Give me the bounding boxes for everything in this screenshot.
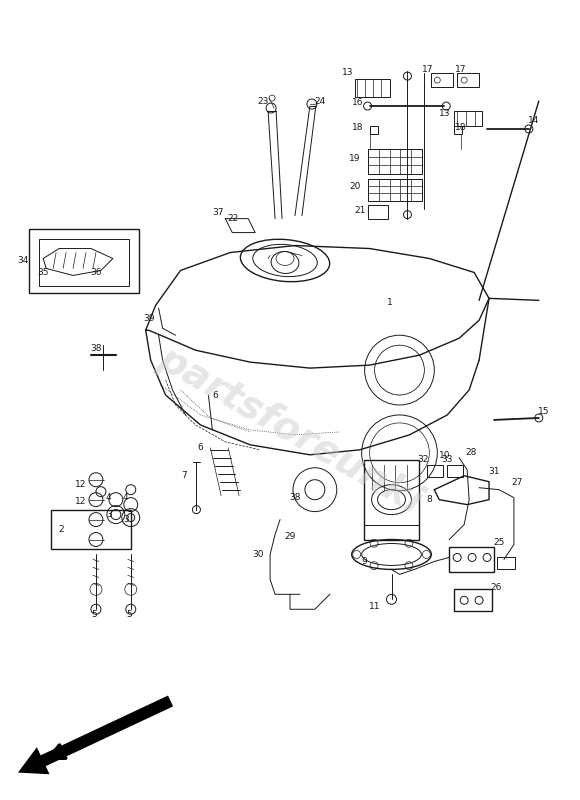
- Text: 22: 22: [227, 214, 239, 223]
- Text: 39: 39: [143, 314, 154, 322]
- Text: 33: 33: [441, 455, 453, 464]
- Text: 4: 4: [123, 493, 129, 502]
- Text: 19: 19: [349, 154, 360, 163]
- Text: 4: 4: [106, 493, 112, 502]
- Text: 37: 37: [213, 208, 224, 217]
- Text: 2: 2: [58, 525, 64, 534]
- Text: 15: 15: [538, 407, 549, 417]
- Text: 27: 27: [511, 478, 523, 487]
- Text: 28: 28: [465, 448, 477, 458]
- Text: 18: 18: [352, 123, 364, 133]
- Text: 23: 23: [258, 97, 269, 106]
- Text: 16: 16: [352, 98, 364, 106]
- Text: 35: 35: [38, 268, 49, 277]
- Text: 10: 10: [438, 451, 450, 460]
- Text: 3: 3: [106, 510, 112, 519]
- Text: 36: 36: [90, 268, 102, 277]
- Text: 18: 18: [455, 123, 467, 133]
- Text: 1: 1: [387, 298, 393, 307]
- Text: 38: 38: [289, 493, 300, 502]
- Text: 29: 29: [284, 532, 296, 541]
- Text: 12: 12: [75, 480, 86, 490]
- Text: 20: 20: [349, 182, 360, 191]
- Text: 34: 34: [17, 256, 29, 265]
- Text: 9: 9: [362, 557, 368, 566]
- FancyArrow shape: [18, 695, 173, 774]
- Text: 25: 25: [494, 538, 505, 547]
- Text: 6: 6: [212, 390, 218, 399]
- Text: 24: 24: [314, 97, 325, 106]
- Text: 32: 32: [418, 455, 429, 464]
- Text: 13: 13: [342, 68, 353, 77]
- Text: partsforeunki: partsforeunki: [151, 338, 429, 521]
- Text: 5: 5: [126, 610, 132, 618]
- Text: 12: 12: [75, 497, 86, 506]
- Text: 3: 3: [123, 515, 129, 524]
- Text: 38: 38: [90, 344, 102, 353]
- Text: 17: 17: [422, 65, 433, 74]
- Text: 8: 8: [426, 495, 432, 504]
- Text: 5: 5: [91, 610, 97, 618]
- Text: 14: 14: [528, 117, 539, 126]
- Text: 11: 11: [369, 602, 380, 610]
- Text: 6: 6: [198, 443, 204, 452]
- Text: 17: 17: [455, 65, 467, 74]
- Text: 31: 31: [488, 467, 500, 476]
- Text: 7: 7: [182, 471, 187, 480]
- Text: 13: 13: [438, 109, 450, 118]
- Text: 21: 21: [354, 206, 365, 215]
- Text: 26: 26: [490, 583, 502, 592]
- Text: 30: 30: [252, 550, 264, 559]
